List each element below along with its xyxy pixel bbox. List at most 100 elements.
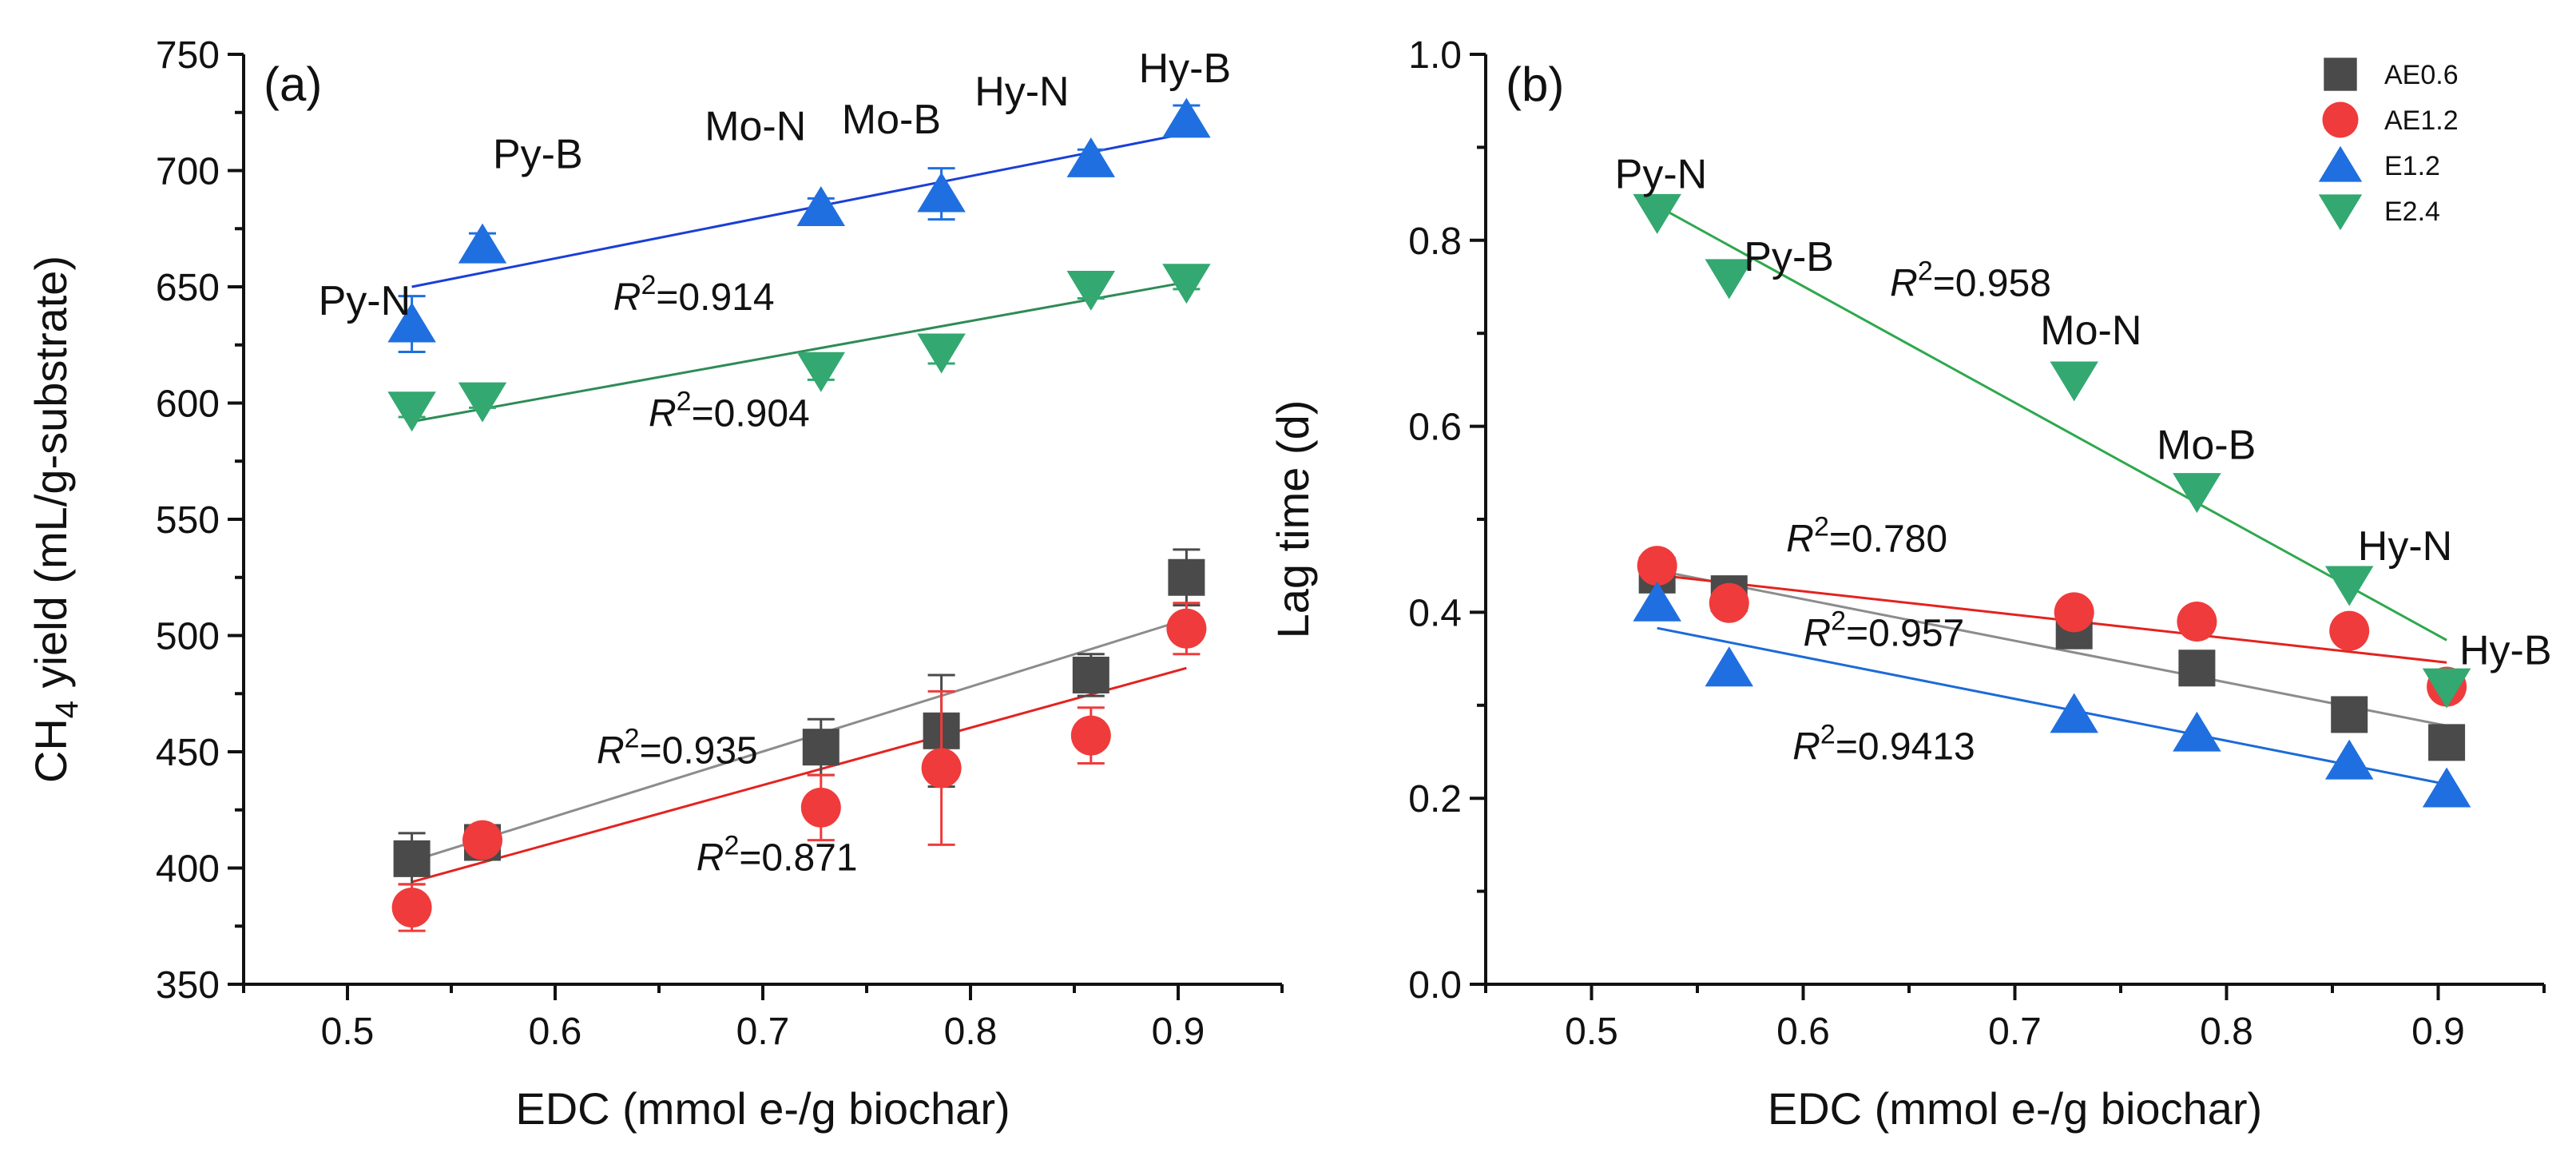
data-point-E1.2: [2422, 767, 2471, 808]
data-point-E2.4: [917, 333, 966, 374]
point-annotation: Mo-B: [2157, 422, 2256, 468]
legend-item-E2.4: E2.4: [2318, 194, 2440, 231]
data-point-AE0.6: [1168, 558, 1205, 596]
data-point-E1.2: [458, 223, 507, 264]
y-axis-title: CH4 yield (mL/g-substrate): [26, 256, 85, 783]
data-point-AE1.2: [2054, 592, 2094, 633]
data-point-AE1.2: [921, 748, 962, 789]
y-tick-label: 750: [156, 34, 220, 77]
series-E1.2: [387, 97, 1211, 353]
point-annotation: Py-N: [1615, 152, 1708, 198]
legend-marker-E2.4: [2318, 194, 2363, 231]
data-point-E1.2: [796, 186, 846, 227]
data-point-AE1.2: [1070, 715, 1111, 756]
y-axis-title: Lag time (d): [1268, 400, 1318, 639]
r2-label-E2.4: R2=0.904: [649, 387, 810, 435]
x-tick-label: 0.9: [2411, 1011, 2465, 1053]
fit-line-E1.2: [411, 132, 1187, 288]
x-axis-title: EDC (mmol e-/g biochar): [515, 1083, 1010, 1134]
x-tick-label: 0.7: [736, 1011, 790, 1053]
y-tick-label: 350: [156, 964, 220, 1007]
data-point-AE1.2: [2329, 610, 2370, 651]
fit-line-AE0.6: [411, 618, 1187, 863]
data-point-AE0.6: [393, 840, 431, 877]
series-AE0.6: [393, 548, 1205, 886]
data-point-E2.4: [2324, 566, 2374, 606]
y-tick-label: 550: [156, 499, 220, 542]
data-point-E2.4: [1066, 270, 1116, 311]
y-tick-label: 400: [156, 848, 220, 891]
r2-label-AE0.6: R2=0.957: [1804, 606, 1965, 654]
point-annotation: Hy-B: [2459, 628, 2552, 674]
point-annotation: Py-B: [493, 132, 583, 178]
y-tick-label: 600: [156, 383, 220, 426]
y-tick-label: 0.6: [1408, 407, 1462, 449]
fit-line-AE0.6: [1657, 569, 2447, 727]
x-tick-label: 0.6: [1776, 1011, 1830, 1053]
data-point-AE1.2: [1166, 608, 1207, 649]
y-tick-label: 450: [156, 732, 220, 774]
series-AE1.2: [1637, 546, 2467, 707]
point-annotation: Py-B: [1744, 234, 1834, 280]
legend-label: AE1.2: [2384, 105, 2459, 136]
data-point-E1.2: [387, 302, 436, 343]
y-tick-label: 1.0: [1408, 34, 1462, 77]
fit-line-AE1.2: [411, 666, 1187, 884]
legend-label: AE0.6: [2384, 60, 2459, 90]
y-tick-label: 0.8: [1408, 220, 1462, 263]
data-point-E1.2: [2173, 711, 2221, 752]
data-point-E1.2: [2050, 693, 2098, 733]
point-annotation: Mo-N: [2040, 308, 2141, 354]
x-tick-label: 0.5: [321, 1011, 375, 1053]
legend-marker-AE0.6: [2324, 58, 2357, 91]
x-tick-label: 0.8: [944, 1011, 998, 1053]
panel-label: (a): [264, 58, 322, 111]
data-point-E2.4: [2422, 668, 2471, 709]
data-point-E2.4: [1633, 193, 1681, 234]
fit-line-AE1.2: [1657, 574, 2447, 664]
point-annotation: Hy-N: [2358, 523, 2452, 570]
data-point-E2.4: [796, 352, 846, 392]
data-point-AE0.6: [2178, 650, 2216, 687]
series-E1.2: [1633, 581, 2471, 808]
y-tick-label: 0.2: [1408, 778, 1462, 820]
r2-label-AE1.2: R2=0.780: [1786, 512, 1947, 561]
data-point-AE1.2: [1709, 582, 1749, 623]
series-E2.4: [1633, 193, 2471, 709]
legend-marker-AE1.2: [2322, 101, 2359, 138]
data-point-AE1.2: [391, 887, 432, 928]
r2-label-AE0.6: R2=0.935: [597, 724, 758, 773]
x-tick-label: 0.5: [1565, 1011, 1618, 1053]
y-tick-label: 700: [156, 151, 220, 193]
legend-item-AE0.6: AE0.6: [2324, 58, 2459, 91]
data-point-E2.4: [1705, 259, 1753, 300]
data-point-AE1.2: [2177, 602, 2217, 642]
data-point-E2.4: [2173, 473, 2221, 514]
legend-label: E2.4: [2384, 197, 2440, 227]
y-tick-label: 0.4: [1408, 592, 1462, 634]
chart-panel-b: 0.0 0.2 0.4 0.6 0.8 1.0 0.5 0.6 0.7 0.8 0.9 EDC (mm…: [1268, 34, 2552, 1134]
x-tick-label: 0.8: [2200, 1011, 2253, 1053]
data-point-E1.2: [2324, 739, 2374, 780]
x-tick-label: 0.7: [1988, 1011, 2042, 1053]
data-point-AE0.6: [2331, 696, 2368, 733]
y-tick-label: 0.0: [1408, 964, 1462, 1007]
series-E2.4: [387, 264, 1211, 432]
legend-marker-E1.2: [2318, 145, 2363, 182]
legend-item-AE1.2: AE1.2: [2322, 101, 2459, 138]
x-tick-label: 0.9: [1152, 1011, 1205, 1053]
fit-line-E2.4: [411, 280, 1187, 423]
data-point-AE1.2: [1637, 546, 1677, 586]
chart-panel-a: 350 400 450 500 550 600 650 700 750 0.5 0.6 0.7 0.8 0…: [26, 34, 1284, 1134]
legend: AE0.6 AE1.2 E1.2 E2.4: [2318, 58, 2459, 231]
data-point-E2.4: [1162, 264, 1211, 304]
data-point-E2.4: [458, 382, 507, 423]
fit-line-E1.2: [1657, 626, 2447, 786]
x-tick-label: 0.6: [529, 1011, 582, 1053]
point-annotation: Mo-N: [705, 104, 806, 150]
r2-label-E1.2: R2=0.914: [613, 270, 775, 319]
data-point-AE1.2: [462, 820, 502, 860]
r2-label-AE1.2: R2=0.871: [697, 830, 858, 879]
